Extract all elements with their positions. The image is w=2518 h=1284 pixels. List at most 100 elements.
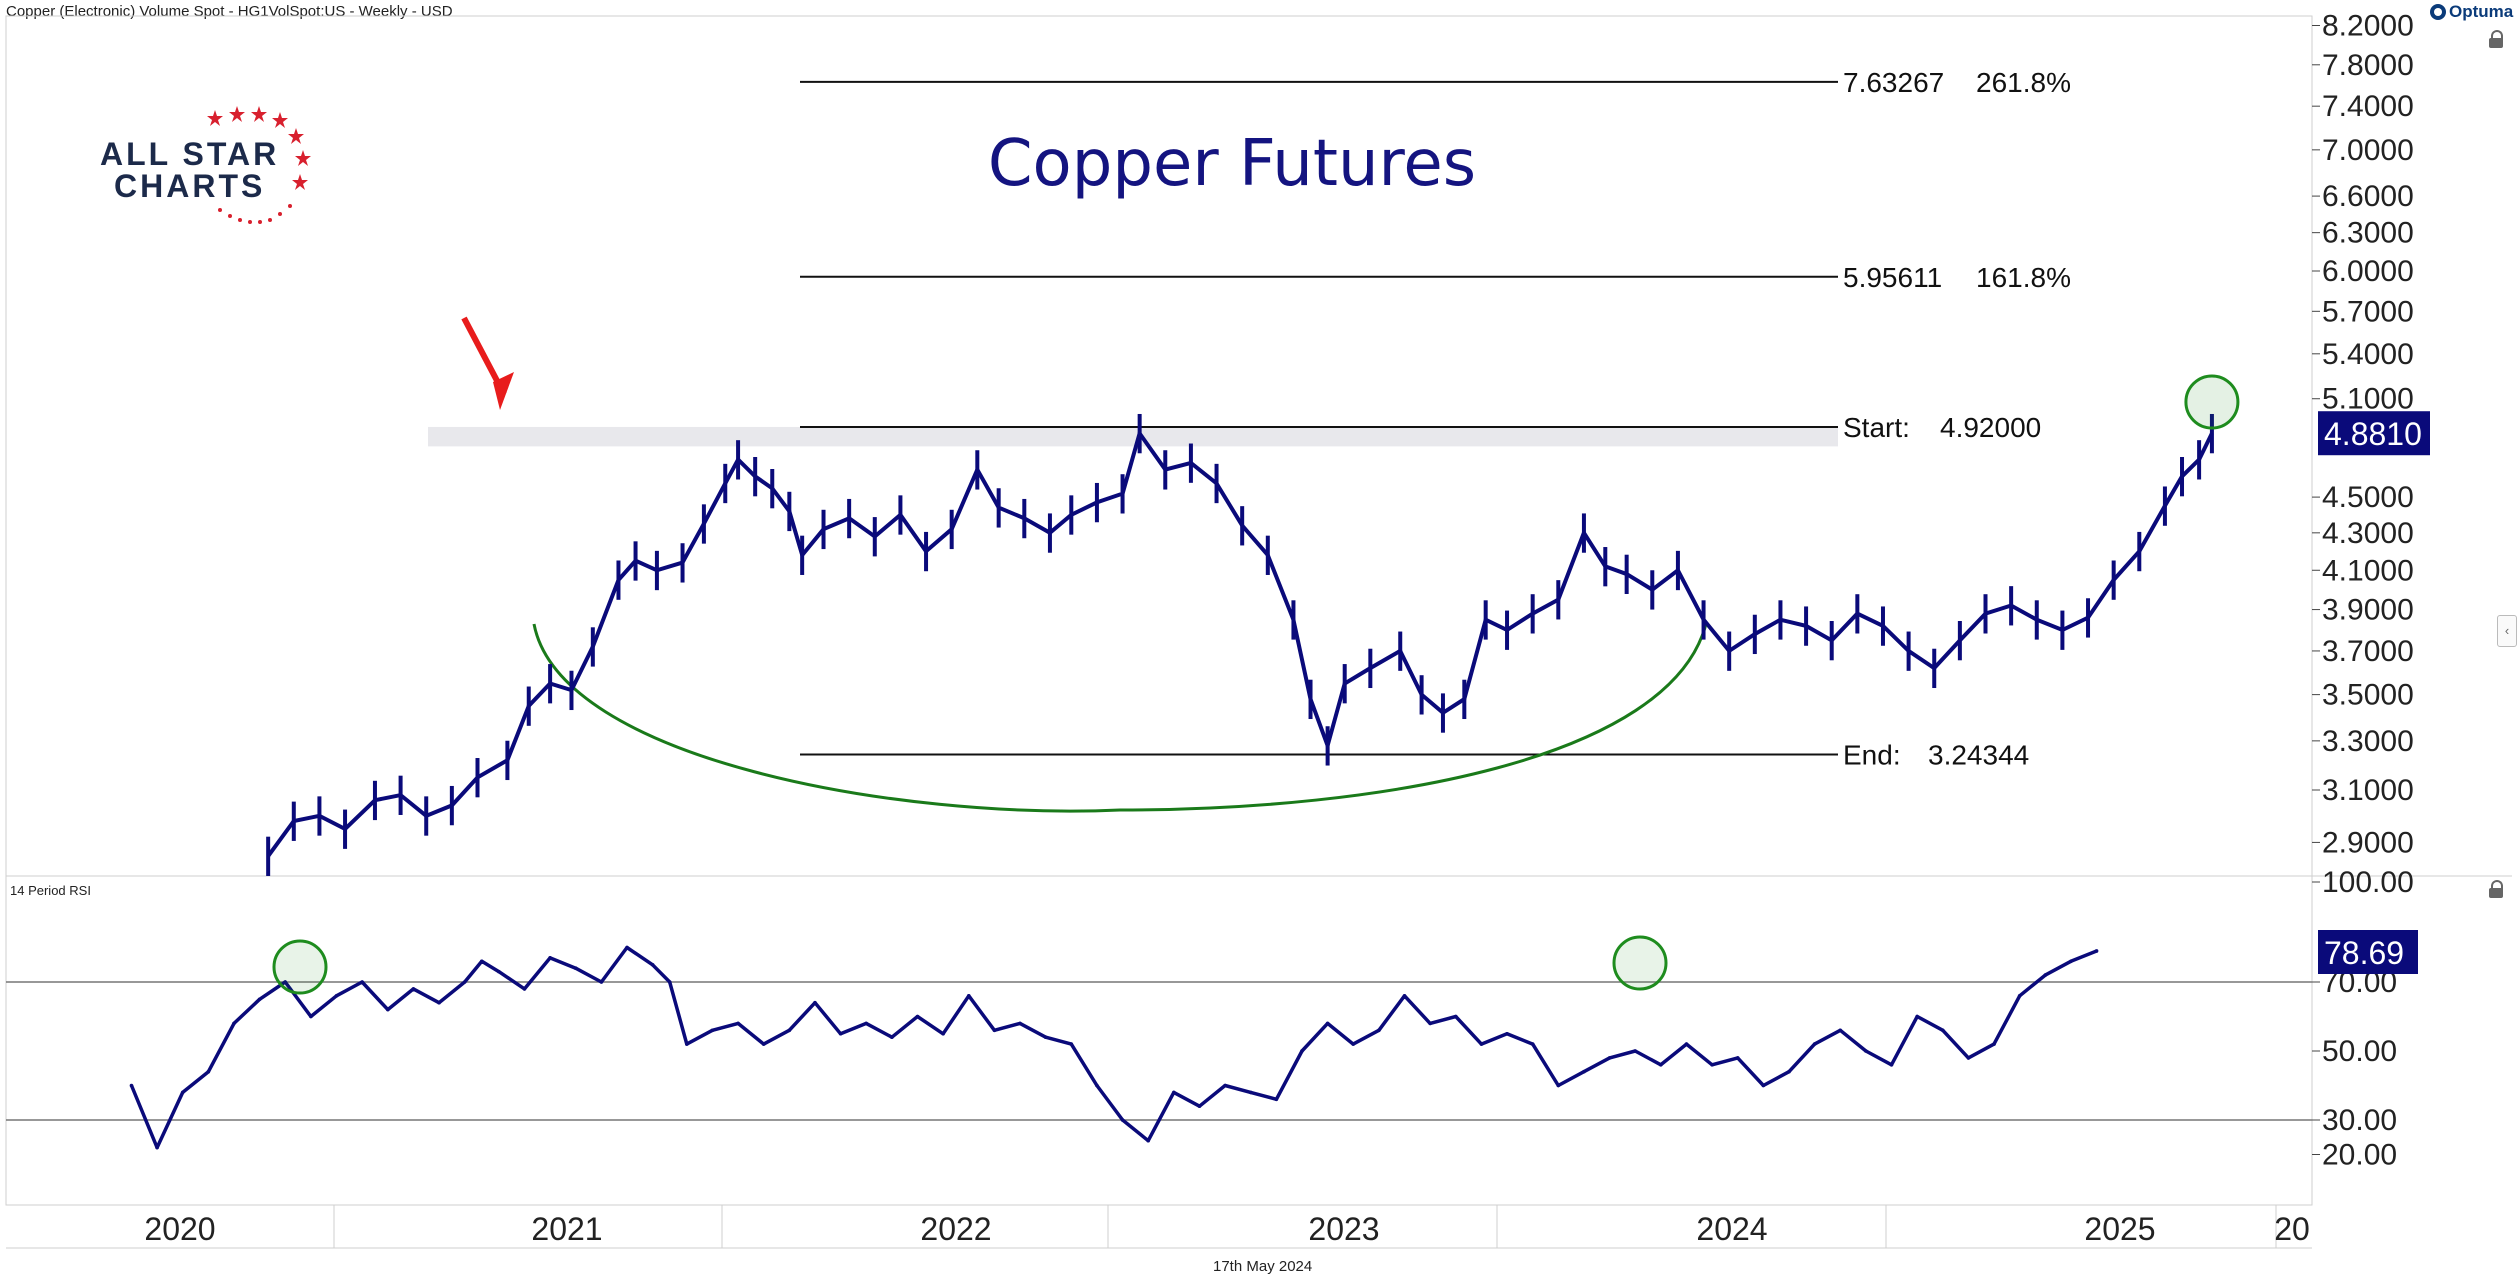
price-y-tick-label: 2.9000 — [2322, 826, 2414, 859]
rsi-point — [479, 959, 484, 964]
red-arrow-head-icon — [493, 372, 514, 410]
price-y-tick-label: 4.3000 — [2322, 517, 2414, 550]
rsi-y-tick-label: 30.00 — [2322, 1104, 2397, 1137]
rsi-point — [129, 1083, 134, 1088]
rsi-point — [1761, 1083, 1766, 1088]
last-price-label: 4.8810 — [2324, 416, 2422, 452]
x-tick-label: 2023 — [1308, 1211, 1379, 1247]
x-tick-label: 2025 — [2084, 1211, 2155, 1247]
rsi-point — [1300, 1049, 1304, 1053]
rsi-point — [1069, 1042, 1074, 1046]
x-tick-label: 2020 — [144, 1211, 215, 1247]
rsi-point — [1735, 1056, 1740, 1060]
rsi-point — [1402, 994, 1407, 998]
footer-date: 17th May 2024 — [1213, 1258, 1313, 1275]
logo-text-line1: ALL STAR — [100, 136, 280, 172]
rounding-bottom-arc — [532, 623, 1708, 813]
rsi-panel-label: 14 Period RSI — [10, 883, 91, 898]
rsi-y-tick-label: 50.00 — [2322, 1035, 2397, 1068]
rsi-point — [941, 1031, 945, 1036]
rsi-point — [1710, 1063, 1714, 1067]
price-y-tick-label: 7.0000 — [2322, 134, 2414, 167]
rsi-point — [360, 980, 364, 984]
rsi-point — [1787, 1069, 1791, 1074]
rsi-point — [437, 1000, 441, 1005]
rsi-point — [1325, 1021, 1330, 1026]
rsi-point — [650, 962, 655, 967]
rsi-point — [667, 980, 672, 984]
fib-level-pct: 261.8% — [1976, 67, 2071, 98]
rsi-point — [573, 966, 578, 970]
rsi-point — [1172, 1090, 1176, 1095]
rsi-point — [736, 1021, 740, 1026]
price-y-tick-label: 5.1000 — [2322, 383, 2414, 416]
rsi-lock-icon[interactable] — [2488, 880, 2504, 898]
logo-stars-icon — [207, 106, 311, 224]
rsi-point — [1505, 1031, 1509, 1036]
rsi-point — [1633, 1049, 1637, 1053]
fib-level-label: Start: — [1843, 412, 1910, 443]
price-y-tick-label: 6.6000 — [2322, 180, 2414, 213]
price-series-line — [266, 428, 2214, 858]
price-y-tick-label: 8.2000 — [2322, 9, 2414, 42]
rsi-point — [1889, 1063, 1894, 1067]
price-y-tick-label: 6.3000 — [2322, 217, 2414, 250]
price-y-tick-label: 7.8000 — [2322, 49, 2414, 82]
rsi-last-label: 78.69 — [2324, 935, 2404, 971]
rsi-point — [1607, 1056, 1612, 1060]
rsi-point — [1095, 1083, 1099, 1088]
rsi-point — [864, 1021, 869, 1026]
rsi-point — [1428, 1021, 1432, 1026]
fib-level-value: 5.95611 — [1843, 262, 1942, 293]
rsi-highlight-circle-right — [1612, 935, 1668, 991]
rsi-point — [257, 997, 262, 1002]
rsi-point — [283, 980, 288, 984]
price-y-tick-label: 3.3000 — [2322, 725, 2414, 758]
price-y-tick-label: 3.7000 — [2322, 635, 2414, 668]
x-tick-label: 2024 — [1696, 1211, 1767, 1247]
rsi-y-tick-label: 20.00 — [2322, 1139, 2397, 1172]
x-tick-label: 2022 — [920, 1211, 991, 1247]
price-y-tick-label: 3.9000 — [2322, 594, 2414, 627]
rsi-point — [180, 1090, 185, 1095]
rsi-point — [761, 1042, 766, 1046]
rsi-point — [2069, 959, 2073, 964]
collapse-panel-button[interactable]: ‹ — [2497, 615, 2517, 647]
rsi-panel-frame — [5, 875, 2313, 1206]
rsi-point — [1120, 1118, 1125, 1122]
lock-icon[interactable] — [2488, 30, 2504, 48]
rsi-point — [1966, 1056, 1971, 1060]
price-y-tick-label: 7.4000 — [2322, 90, 2414, 123]
rsi-point — [1659, 1063, 1663, 1067]
rsi-point — [1530, 1042, 1535, 1046]
rsi-point — [1248, 1090, 1253, 1095]
rsi-point — [1043, 1035, 1048, 1039]
rsi-point — [309, 1014, 313, 1019]
rsi-point — [710, 1028, 715, 1033]
rsi-point — [462, 980, 467, 984]
x-tick-label: 20 — [2274, 1211, 2310, 1247]
rsi-point — [1223, 1083, 1227, 1088]
price-y-tick-label: 6.0000 — [2322, 255, 2414, 288]
rsi-point — [411, 987, 416, 991]
rsi-point — [890, 1035, 894, 1039]
optuma-brand: Optuma — [2430, 2, 2513, 22]
rsi-point — [1479, 1042, 1484, 1046]
price-highlight-circle — [2184, 374, 2240, 430]
rsi-point — [232, 1021, 236, 1026]
rsi-point — [2094, 949, 2099, 953]
rsi-point — [992, 1028, 997, 1033]
rsi-last-label-bg — [2318, 930, 2418, 974]
rsi-point — [1146, 1138, 1150, 1143]
rsi-series-line — [129, 945, 2098, 1150]
rsi-point — [1197, 1104, 1202, 1108]
fib-level-value: 3.24344 — [1928, 739, 2029, 770]
rsi-point — [1582, 1069, 1586, 1074]
rsi-point — [1274, 1097, 1279, 1102]
rsi-point — [2017, 994, 2022, 998]
rsi-point — [1992, 1042, 1996, 1046]
rsi-point — [522, 987, 527, 991]
rsi-point — [1864, 1049, 1868, 1053]
rsi-point — [838, 1031, 843, 1036]
